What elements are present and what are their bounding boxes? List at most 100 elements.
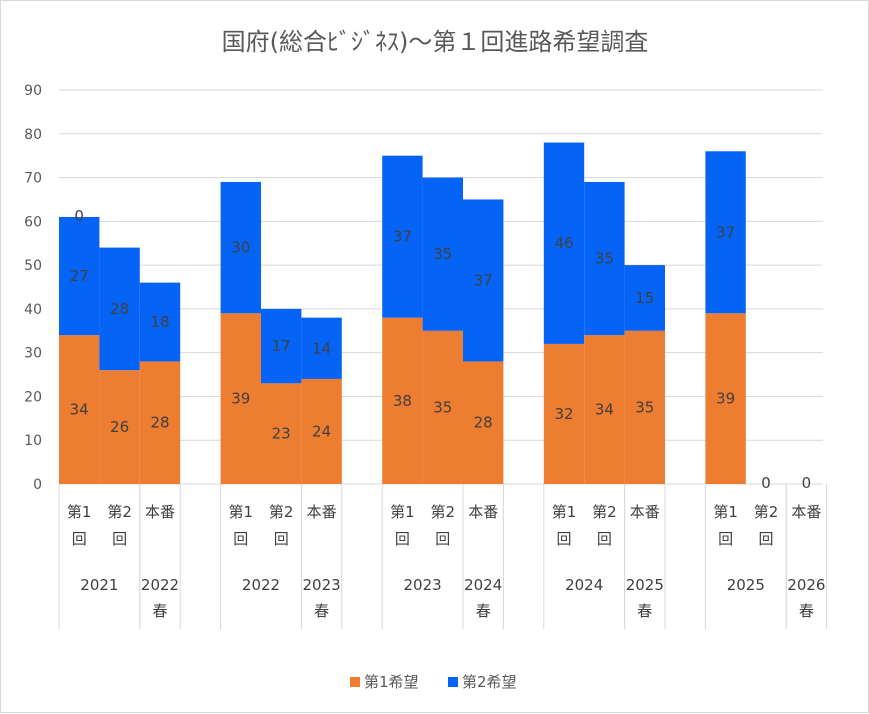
bar-segment-first-choice bbox=[705, 313, 746, 484]
bar-segment-first-choice bbox=[382, 317, 423, 484]
category-label: 回 bbox=[435, 530, 450, 548]
bar-segment-first-choice bbox=[543, 343, 585, 484]
group-label: 春 bbox=[314, 602, 329, 620]
data-label: 37 bbox=[474, 271, 493, 289]
bar-segment-second-choice bbox=[584, 181, 625, 336]
y-tick-label: 70 bbox=[24, 171, 42, 187]
group-label: 2024 bbox=[464, 576, 502, 594]
data-label: 28 bbox=[150, 414, 169, 432]
category-label: 回 bbox=[395, 530, 410, 548]
y-axis-ticks: 0 10 20 30 40 50 60 70 80 90 bbox=[24, 83, 42, 493]
chart-title: 国府(総合ﾋﾞｼﾞﾈｽ)〜第１回進路希望調査 bbox=[222, 28, 649, 56]
data-label: 28 bbox=[110, 300, 129, 318]
category-label: 回 bbox=[758, 530, 773, 548]
category-label: 本番 bbox=[468, 503, 498, 521]
category-label: 回 bbox=[274, 530, 289, 548]
category-label: 第2 bbox=[107, 503, 132, 521]
data-label: 30 bbox=[231, 239, 250, 257]
bar-segment-first-choice bbox=[139, 361, 181, 484]
y-tick-label: 20 bbox=[24, 389, 42, 405]
category-label: 回 bbox=[597, 530, 612, 548]
y-tick-label: 10 bbox=[24, 433, 42, 449]
bar-segment-second-choice bbox=[261, 308, 302, 384]
bar-segment-first-choice bbox=[422, 330, 463, 484]
category-label: 回 bbox=[718, 530, 733, 548]
data-label: 35 bbox=[635, 398, 654, 416]
bars bbox=[59, 142, 746, 484]
bar-segment-second-choice bbox=[59, 216, 100, 336]
group-label: 春 bbox=[799, 602, 814, 620]
data-label: 35 bbox=[433, 398, 452, 416]
group-label: 2022 bbox=[242, 576, 280, 594]
bar-segment-second-choice bbox=[301, 317, 342, 379]
data-label: 37 bbox=[716, 223, 735, 241]
category-label: 本番 bbox=[791, 503, 821, 521]
category-label: 回 bbox=[556, 530, 571, 548]
data-label-zero: 0 bbox=[761, 474, 771, 492]
group-label: 春 bbox=[476, 602, 491, 620]
data-label: 24 bbox=[312, 422, 331, 440]
data-label: 17 bbox=[272, 337, 291, 355]
data-label: 37 bbox=[393, 228, 412, 246]
y-tick-label: 50 bbox=[24, 258, 42, 274]
data-label: 18 bbox=[150, 313, 169, 331]
y-tick-label: 30 bbox=[24, 346, 42, 362]
category-label: 第1 bbox=[67, 503, 92, 521]
data-label: 14 bbox=[312, 339, 331, 357]
data-label: 38 bbox=[393, 392, 412, 410]
y-tick-label: 0 bbox=[33, 477, 42, 493]
bar-segment-second-choice bbox=[139, 282, 181, 362]
bar-segment-first-choice bbox=[59, 335, 100, 484]
group-label: 2026 bbox=[787, 576, 825, 594]
group-label: 春 bbox=[152, 602, 167, 620]
data-label-zero: 0 bbox=[74, 207, 84, 225]
data-label: 34 bbox=[70, 401, 89, 419]
legend: 第1希望 第2希望 bbox=[350, 673, 517, 691]
data-label: 32 bbox=[554, 405, 573, 423]
y-tick-label: 60 bbox=[24, 214, 42, 230]
category-label: 第2 bbox=[754, 503, 779, 521]
category-label: 本番 bbox=[307, 503, 337, 521]
data-label: 39 bbox=[716, 390, 735, 408]
bar-segment-first-choice bbox=[99, 370, 140, 484]
bar-segment-second-choice bbox=[422, 177, 463, 331]
data-label: 26 bbox=[110, 418, 129, 436]
bar-segment-first-choice bbox=[261, 383, 302, 484]
y-tick-label: 80 bbox=[24, 127, 42, 143]
data-label-zero: 0 bbox=[802, 474, 812, 492]
category-label: 本番 bbox=[630, 503, 660, 521]
data-label: 35 bbox=[595, 250, 614, 268]
data-label: 39 bbox=[231, 390, 250, 408]
bar-segment-first-choice bbox=[584, 335, 625, 484]
category-label: 本番 bbox=[145, 503, 175, 521]
data-label: 15 bbox=[635, 289, 654, 307]
group-label: 2022 bbox=[141, 576, 179, 594]
legend-label: 第2希望 bbox=[462, 673, 517, 691]
category-label: 回 bbox=[233, 530, 248, 548]
legend-label: 第1希望 bbox=[364, 673, 419, 691]
data-label: 46 bbox=[554, 234, 573, 252]
group-label: 2021 bbox=[80, 576, 118, 594]
group-label: 2024 bbox=[565, 576, 603, 594]
bar-segment-second-choice bbox=[220, 181, 261, 314]
category-label: 回 bbox=[72, 530, 87, 548]
group-label: 2023 bbox=[303, 576, 341, 594]
bar-segment-second-choice bbox=[382, 155, 423, 318]
bar-segment-first-choice bbox=[220, 313, 261, 484]
data-labels: 34 27 0 26 28 28 18 39 30 23 17 24 14 38 37 35 35 28 37 32 4… bbox=[70, 207, 812, 492]
data-label: 28 bbox=[474, 414, 493, 432]
bar-segment-first-choice bbox=[463, 361, 504, 484]
category-label: 第1 bbox=[552, 503, 577, 521]
category-label: 回 bbox=[112, 530, 127, 548]
category-label: 第1 bbox=[390, 503, 415, 521]
group-label: 春 bbox=[637, 602, 652, 620]
bar-segment-second-choice bbox=[705, 151, 746, 314]
category-label: 第1 bbox=[229, 503, 254, 521]
bar-segment-second-choice bbox=[463, 199, 504, 362]
group-label: 2023 bbox=[404, 576, 442, 594]
legend-swatch-second-choice bbox=[448, 677, 458, 687]
data-label: 34 bbox=[595, 401, 614, 419]
group-label: 2025 bbox=[626, 576, 664, 594]
